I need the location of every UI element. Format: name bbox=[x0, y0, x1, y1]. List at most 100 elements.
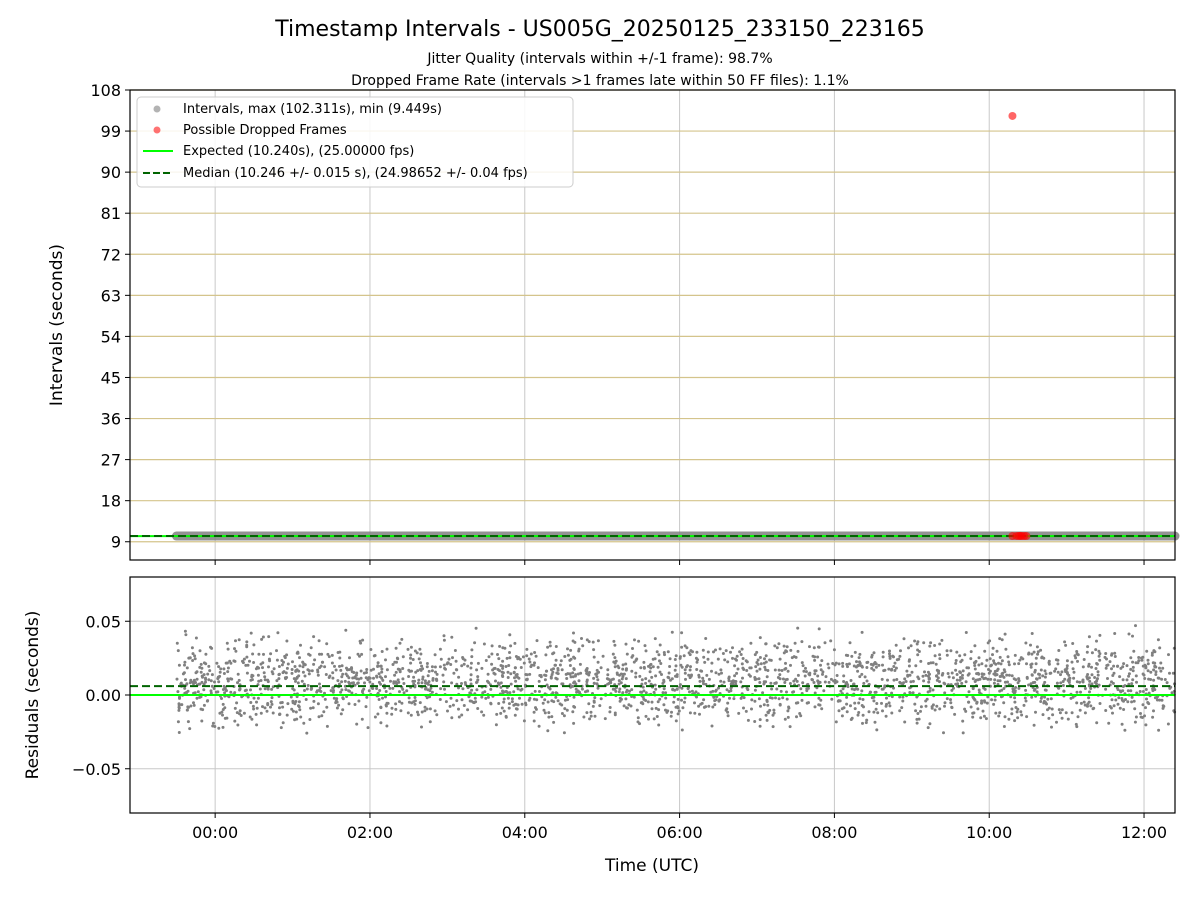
residual-point bbox=[1002, 701, 1006, 705]
residual-point bbox=[454, 659, 458, 663]
residual-point bbox=[438, 698, 442, 701]
residual-point bbox=[176, 649, 180, 653]
residual-point bbox=[655, 715, 659, 718]
residual-point bbox=[1133, 720, 1137, 724]
x-axis-label: Time (UTC) bbox=[604, 856, 699, 876]
residual-point bbox=[735, 654, 739, 658]
residual-point bbox=[770, 687, 774, 691]
residual-point bbox=[857, 656, 861, 660]
residual-point bbox=[710, 724, 714, 728]
residual-point bbox=[532, 719, 536, 723]
residual-point bbox=[582, 715, 586, 719]
residual-point bbox=[961, 669, 965, 673]
residual-point bbox=[688, 653, 692, 657]
residual-point bbox=[758, 656, 762, 659]
residual-point bbox=[782, 644, 786, 648]
residual-point bbox=[644, 699, 648, 702]
residual-point bbox=[1120, 697, 1124, 700]
residual-point bbox=[417, 657, 421, 661]
residual-point bbox=[398, 690, 401, 694]
residual-point bbox=[548, 644, 552, 648]
residual-point bbox=[1132, 699, 1136, 703]
residual-point bbox=[272, 667, 276, 671]
residual-point bbox=[407, 696, 411, 700]
residual-point bbox=[226, 666, 230, 670]
residual-point bbox=[384, 658, 387, 662]
residual-point bbox=[647, 664, 650, 668]
residual-point bbox=[1116, 664, 1119, 668]
residual-point bbox=[640, 690, 644, 694]
residual-point bbox=[842, 680, 846, 683]
residual-point bbox=[595, 682, 599, 686]
residual-point bbox=[935, 678, 939, 682]
residual-point bbox=[894, 643, 898, 647]
residual-point bbox=[516, 657, 520, 661]
residual-point bbox=[1154, 670, 1158, 674]
residual-point bbox=[373, 715, 377, 719]
residual-point bbox=[1134, 624, 1137, 628]
residual-point bbox=[654, 674, 658, 678]
residual-point bbox=[384, 675, 387, 679]
residual-point bbox=[220, 697, 223, 700]
residual-point bbox=[685, 665, 688, 669]
residual-point bbox=[902, 681, 905, 685]
residual-point bbox=[245, 640, 249, 644]
residual-point bbox=[1159, 669, 1163, 673]
residual-point bbox=[550, 668, 553, 672]
residual-point bbox=[460, 682, 463, 685]
residual-point bbox=[969, 705, 973, 709]
residual-point bbox=[811, 654, 815, 658]
residual-point bbox=[221, 688, 225, 691]
residual-point bbox=[994, 662, 998, 666]
residual-point bbox=[625, 652, 629, 656]
residual-point bbox=[305, 731, 309, 735]
residual-point bbox=[772, 708, 776, 712]
residual-point bbox=[722, 680, 726, 684]
residual-point bbox=[816, 679, 820, 683]
residual-point bbox=[657, 723, 661, 727]
residual-point bbox=[608, 710, 612, 714]
residual-point bbox=[682, 654, 686, 658]
residual-point bbox=[207, 664, 211, 668]
residual-point bbox=[892, 686, 895, 690]
residual-point bbox=[413, 696, 417, 699]
residual-point bbox=[592, 648, 596, 652]
residual-point bbox=[357, 677, 361, 681]
residual-point bbox=[835, 680, 839, 684]
residual-point bbox=[612, 639, 616, 643]
residual-point bbox=[853, 701, 857, 705]
residual-point bbox=[617, 679, 621, 683]
residual-point bbox=[1046, 708, 1049, 712]
residual-point bbox=[632, 695, 636, 699]
residual-point bbox=[857, 711, 861, 714]
residual-point bbox=[890, 667, 894, 671]
residual-point bbox=[1152, 668, 1156, 672]
residual-point bbox=[678, 683, 682, 687]
residual-point bbox=[476, 661, 480, 665]
residual-point bbox=[1109, 706, 1113, 710]
residual-point bbox=[982, 714, 986, 718]
residual-point bbox=[300, 679, 304, 683]
residual-point bbox=[953, 712, 957, 716]
residual-point bbox=[343, 679, 347, 683]
residual-point bbox=[1121, 685, 1125, 688]
residual-point bbox=[572, 655, 576, 659]
residual-point bbox=[674, 719, 678, 723]
residual-point bbox=[416, 710, 419, 714]
residual-point bbox=[226, 679, 230, 683]
residual-point bbox=[784, 667, 788, 670]
residual-point bbox=[841, 664, 845, 668]
residual-point bbox=[280, 701, 284, 704]
residual-point bbox=[1103, 655, 1107, 659]
residual-point bbox=[285, 639, 289, 643]
residual-point bbox=[656, 665, 660, 669]
residual-point bbox=[426, 674, 430, 678]
residual-point bbox=[371, 682, 375, 686]
residual-point bbox=[883, 668, 887, 672]
residual-point bbox=[931, 703, 935, 707]
residual-point bbox=[1057, 708, 1061, 712]
residual-point bbox=[634, 675, 638, 679]
residual-point bbox=[186, 705, 190, 709]
residual-point bbox=[552, 700, 556, 704]
top-y-tick-label: 90 bbox=[101, 163, 121, 182]
